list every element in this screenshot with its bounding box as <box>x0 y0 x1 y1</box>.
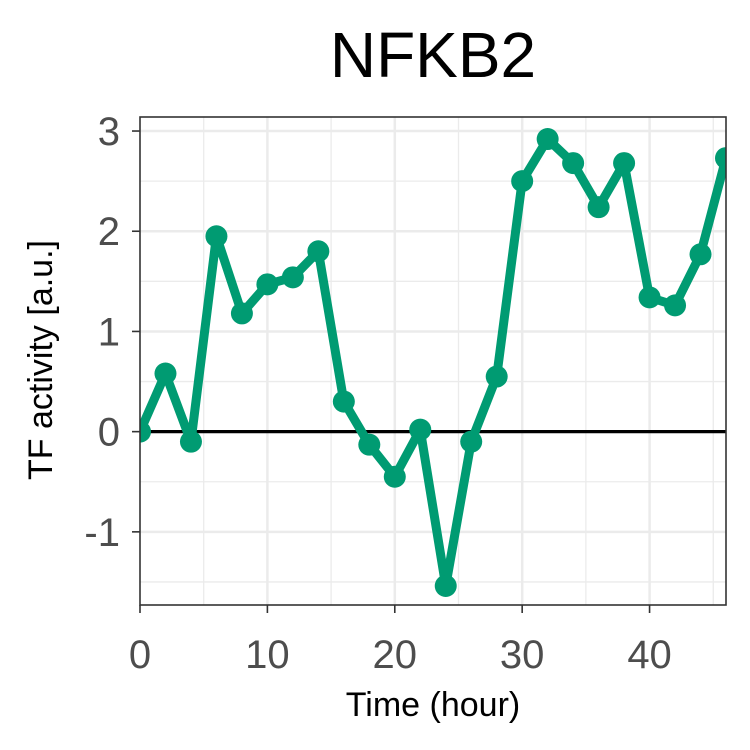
data-point <box>689 243 712 266</box>
x-tick-label: 20 <box>373 633 418 677</box>
data-point <box>664 294 687 317</box>
x-tick-label: 10 <box>245 633 290 677</box>
series-layer <box>140 128 726 597</box>
data-point <box>307 240 330 263</box>
x-tick-label: 30 <box>500 633 545 677</box>
data-point <box>154 362 177 385</box>
y-tick-label: 2 <box>98 210 120 254</box>
data-point <box>358 433 381 456</box>
data-point <box>536 128 559 151</box>
y-tick-label: 1 <box>98 310 120 354</box>
x-tick-label: 0 <box>129 633 151 677</box>
x-tick-label: 40 <box>627 633 672 677</box>
data-point <box>281 266 304 289</box>
data-point <box>383 465 406 488</box>
data-point <box>511 170 534 193</box>
data-point <box>409 418 432 441</box>
y-tick-label: 3 <box>98 110 120 154</box>
data-point <box>332 390 355 413</box>
y-axis-title: TF activity [a.u.] <box>22 240 60 480</box>
data-point <box>179 430 202 453</box>
major-gridlines <box>140 117 726 605</box>
y-tick-label: -1 <box>84 511 120 555</box>
x-axis: 0 10 20 30 40 <box>129 605 672 677</box>
chart-title: NFKB2 <box>330 19 536 91</box>
data-point <box>562 152 585 175</box>
data-point <box>434 574 457 597</box>
data-point <box>715 147 726 170</box>
series-line <box>140 134 726 591</box>
data-point <box>638 286 661 309</box>
data-point <box>485 365 508 388</box>
data-point <box>587 196 610 219</box>
data-point <box>256 273 279 296</box>
y-tick-label: 0 <box>98 411 120 455</box>
data-point <box>230 302 253 325</box>
y-axis: -1 0 1 2 3 <box>84 110 140 555</box>
plot-panel-border <box>139 116 727 606</box>
data-point <box>460 430 483 453</box>
data-point <box>613 152 636 175</box>
data-point <box>205 225 228 248</box>
x-axis-title: Time (hour) <box>346 686 520 724</box>
data-point <box>140 420 151 443</box>
